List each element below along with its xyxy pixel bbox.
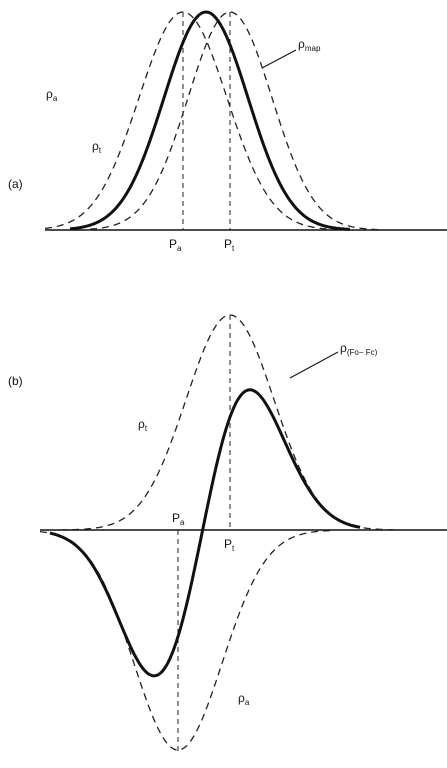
label: ρt <box>92 139 102 155</box>
label-subscript: a <box>180 518 185 527</box>
label: ρa <box>46 87 58 103</box>
curve <box>39 529 331 751</box>
label-symbol: P <box>224 537 232 551</box>
label-subscript: a <box>177 244 182 253</box>
label: ρmap <box>298 37 321 53</box>
label-symbol: ρ <box>298 37 305 51</box>
label-symbol: P <box>224 237 232 251</box>
panel-tag: (a) <box>8 177 23 191</box>
leader-line <box>261 49 297 69</box>
label-subscript: map <box>305 44 321 53</box>
label-symbol: ρ <box>138 417 145 431</box>
panel-tag: (b) <box>8 374 23 388</box>
label-symbol: ρ <box>92 139 99 153</box>
label: ρ(Fo− Fc) <box>340 341 378 357</box>
label-subscript: t <box>232 244 235 253</box>
curve <box>49 388 361 678</box>
leader-line <box>289 351 339 379</box>
label: Pa <box>169 237 182 253</box>
label-symbol: ρ <box>340 341 347 355</box>
label-subscript: a <box>245 698 250 707</box>
label-symbol: P <box>169 237 177 251</box>
label-symbol: ρ <box>238 691 245 705</box>
label-subscript: a <box>53 94 58 103</box>
curve <box>89 11 380 231</box>
label-symbol: P <box>172 511 180 525</box>
label-symbol: ρ <box>46 87 53 101</box>
curve <box>69 10 351 231</box>
curve <box>44 11 330 230</box>
label-subscript: t <box>232 544 235 553</box>
label-subscript: t <box>145 424 148 433</box>
label: Pa <box>172 511 185 527</box>
label: Pt <box>224 237 235 253</box>
label-subscript: t <box>99 146 102 155</box>
label: Pt <box>224 537 235 553</box>
label: ρt <box>138 417 148 433</box>
label-subscript: (Fo− Fc) <box>347 348 378 357</box>
label: ρa <box>238 691 250 707</box>
